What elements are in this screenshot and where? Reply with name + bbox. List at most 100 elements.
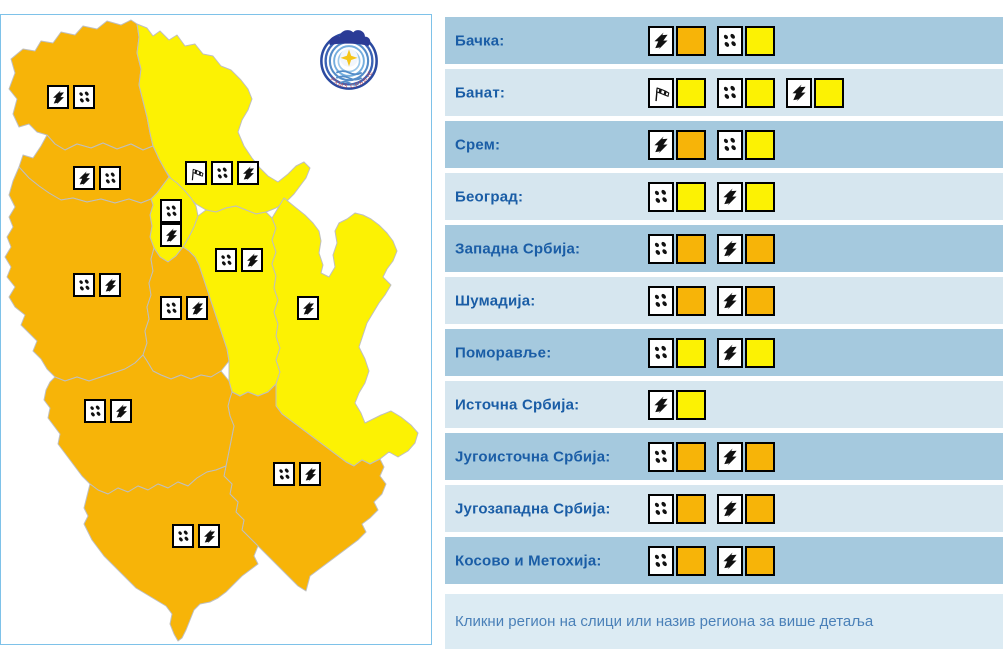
warning-level-orange xyxy=(745,493,775,524)
rain-icon xyxy=(648,233,674,264)
thunderstorm-icon xyxy=(648,389,674,420)
warning-level-orange xyxy=(676,545,706,576)
warning-level-orange xyxy=(676,493,706,524)
warning-level-yellow xyxy=(745,77,775,108)
warning-level-orange xyxy=(676,441,706,472)
warning-icons xyxy=(648,545,775,576)
warning-pair xyxy=(717,337,775,368)
warning-pair xyxy=(717,233,775,264)
region-name-link[interactable]: Поморавље: xyxy=(455,344,552,361)
warning-icons xyxy=(648,77,844,108)
warning-pair xyxy=(717,129,775,160)
warning-pair xyxy=(717,25,775,56)
thunderstorm-icon xyxy=(648,25,674,56)
region-row-istocna: Источна Србија: xyxy=(445,381,1003,428)
region-row-pomoravlje: Поморавље: xyxy=(445,329,1003,376)
thunderstorm-icon xyxy=(717,337,743,368)
region-name-link[interactable]: Источна Србија: xyxy=(455,396,580,413)
warning-level-yellow xyxy=(676,77,706,108)
warning-pair xyxy=(648,233,706,264)
warning-pair xyxy=(717,181,775,212)
thunderstorm-icon xyxy=(717,285,743,316)
region-name-link[interactable]: Југоисточна Србија: xyxy=(455,448,611,465)
footer-note: Кликни регион на слици или назив региона… xyxy=(445,594,1003,649)
warning-level-orange xyxy=(676,233,706,264)
region-row-kosovo: Косово и Метохија: xyxy=(445,537,1003,584)
warning-level-orange xyxy=(745,441,775,472)
warning-map-panel: РХМЗ СРБИЈЕ xyxy=(0,14,432,645)
thunderstorm-icon xyxy=(717,233,743,264)
region-name-link[interactable]: Банат: xyxy=(455,84,506,101)
warning-icons xyxy=(648,233,775,264)
footer-note-text: Кликни регион на слици или назив региона… xyxy=(455,613,874,630)
rain-icon xyxy=(648,441,674,472)
region-name-link[interactable]: Југозападна Србија: xyxy=(455,500,611,517)
map-region-kosovo[interactable] xyxy=(83,465,259,642)
warning-icons xyxy=(648,441,775,472)
warning-level-orange xyxy=(745,233,775,264)
warning-icons xyxy=(648,493,775,524)
warning-pair xyxy=(648,25,706,56)
warning-pair xyxy=(648,441,706,472)
region-name-link[interactable]: Београд: xyxy=(455,188,524,205)
region-row-beograd: Београд: xyxy=(445,173,1003,220)
warning-level-yellow xyxy=(676,337,706,368)
region-name-link[interactable]: Шумадија: xyxy=(455,292,536,309)
rain-icon xyxy=(717,129,743,160)
region-row-sumadija: Шумадија: xyxy=(445,277,1003,324)
region-row-jugozapadna: Југозападна Србија: xyxy=(445,485,1003,532)
warning-pair xyxy=(648,77,706,108)
warning-pair xyxy=(648,181,706,212)
wind-icon xyxy=(648,77,674,108)
warning-level-orange xyxy=(676,129,706,160)
rain-icon xyxy=(648,545,674,576)
rhmz-logo: РХМЗ СРБИЈЕ xyxy=(320,30,378,90)
region-list: Бачка: Банат: Срем: xyxy=(445,17,1003,584)
warning-pair xyxy=(717,545,775,576)
warning-icons xyxy=(648,389,706,420)
warning-level-orange xyxy=(676,285,706,316)
warning-icons xyxy=(648,129,775,160)
thunderstorm-icon xyxy=(717,441,743,472)
warning-level-yellow xyxy=(745,129,775,160)
warning-level-yellow xyxy=(814,77,844,108)
warning-icons xyxy=(648,181,775,212)
thunderstorm-icon xyxy=(717,493,743,524)
warning-level-yellow xyxy=(745,337,775,368)
warning-pair xyxy=(717,77,775,108)
warning-pair xyxy=(717,441,775,472)
warning-level-yellow xyxy=(676,181,706,212)
region-row-backa: Бачка: xyxy=(445,17,1003,64)
warning-pair xyxy=(648,493,706,524)
warning-pair xyxy=(786,77,844,108)
region-name-link[interactable]: Косово и Метохија: xyxy=(455,552,602,569)
thunderstorm-icon xyxy=(717,181,743,212)
warning-level-orange xyxy=(676,25,706,56)
warning-pair xyxy=(717,285,775,316)
thunderstorm-icon xyxy=(717,545,743,576)
map-region-backa[interactable] xyxy=(8,19,154,151)
warning-level-yellow xyxy=(745,25,775,56)
warning-pair xyxy=(648,129,706,160)
rain-icon xyxy=(648,285,674,316)
warning-icons xyxy=(648,337,775,368)
map-region-istocna[interactable] xyxy=(271,197,419,467)
warning-level-orange xyxy=(745,285,775,316)
region-row-zapadna: Западна Србија: xyxy=(445,225,1003,272)
region-name-link[interactable]: Бачка: xyxy=(455,32,505,49)
region-row-jugoistocna: Југоисточна Србија: xyxy=(445,433,1003,480)
region-row-banat: Банат: xyxy=(445,69,1003,116)
warning-level-orange xyxy=(745,545,775,576)
warning-pair xyxy=(717,493,775,524)
warning-pair xyxy=(648,389,706,420)
warning-icons xyxy=(648,285,775,316)
rain-icon xyxy=(648,493,674,524)
thunderstorm-icon xyxy=(648,129,674,160)
region-name-link[interactable]: Срем: xyxy=(455,136,501,153)
warning-level-yellow xyxy=(676,389,706,420)
rain-icon xyxy=(648,337,674,368)
region-name-link[interactable]: Западна Србија: xyxy=(455,240,581,257)
warning-icons xyxy=(648,25,775,56)
warning-pair xyxy=(648,285,706,316)
rain-icon xyxy=(717,25,743,56)
